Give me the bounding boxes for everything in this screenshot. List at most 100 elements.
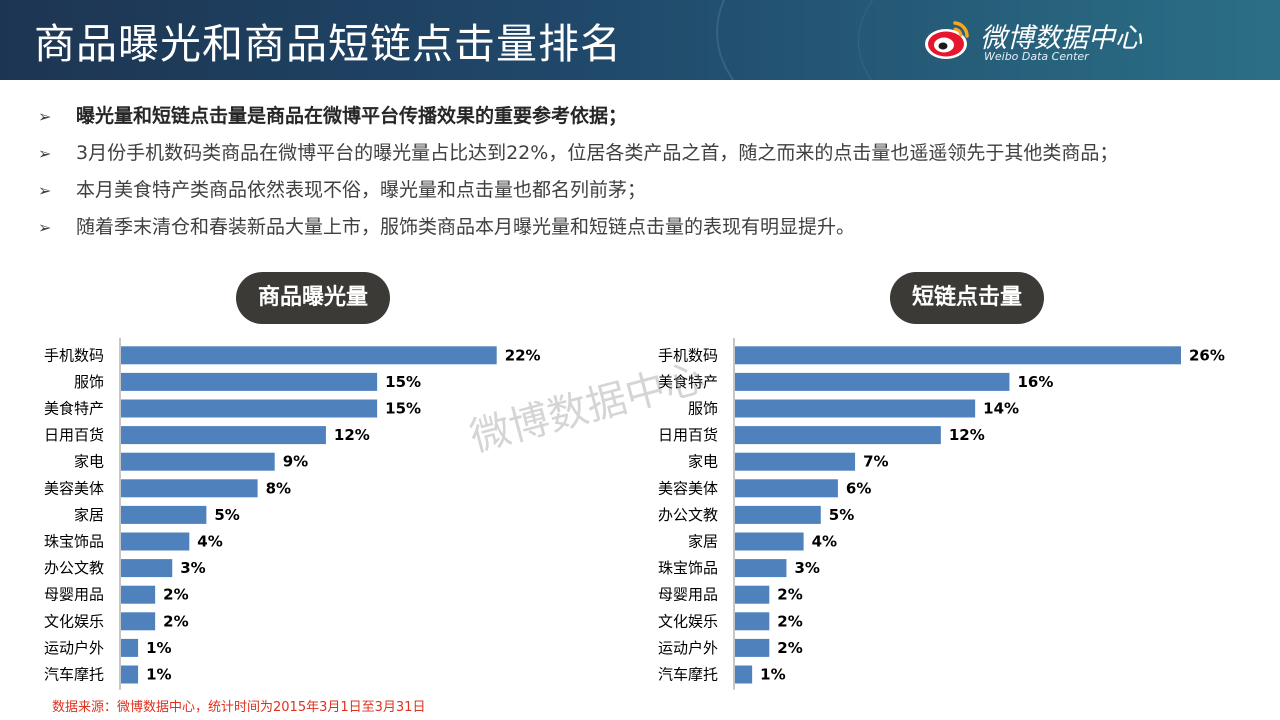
- category-label: 母婴用品: [658, 586, 718, 604]
- bar: [735, 399, 976, 418]
- weibo-data-center-logo: 微博数据中心 Weibo Data Center: [922, 14, 1262, 68]
- value-label: 2%: [163, 612, 188, 630]
- bar: [121, 479, 258, 498]
- category-label: 美食特产: [658, 373, 718, 391]
- category-label: 母婴用品: [44, 586, 104, 604]
- category-label: 运动户外: [658, 639, 718, 657]
- category-label: 家居: [74, 506, 104, 524]
- category-label: 美容美体: [658, 479, 718, 497]
- category-label: 运动户外: [44, 639, 104, 657]
- bar: [735, 452, 856, 471]
- value-label: 7%: [863, 453, 888, 471]
- click-chart: 短链点击量 手机数码 26% 美食特产 16% 服饰 14% 日用百货 12% 家电 7% 美容美体…: [620, 272, 1240, 692]
- value-label: 12%: [949, 426, 985, 444]
- bar: [121, 585, 156, 604]
- exposure-chart-title: 商品曝光量: [236, 272, 390, 324]
- header-bar: 商品曝光和商品短链点击量排名 微博数据中心 Weibo Data Center: [0, 0, 1280, 80]
- value-label: 1%: [760, 666, 785, 684]
- category-label: 珠宝饰品: [44, 533, 104, 551]
- bullet-text: 3月份手机数码类商品在微博平台的曝光量占比达到22%，位居各类产品之首，随之而来…: [76, 142, 1119, 164]
- value-label: 8%: [266, 479, 291, 497]
- value-label: 22%: [505, 346, 541, 364]
- category-label: 美食特产: [44, 400, 104, 418]
- bullet-item: ➢ 3月份手机数码类商品在微博平台的曝光量占比达到22%，位居各类产品之首，随之…: [38, 135, 1268, 172]
- bar: [735, 505, 821, 524]
- page-title: 商品曝光和商品短链点击量排名: [34, 20, 622, 68]
- bar: [121, 505, 207, 524]
- value-label: 15%: [385, 373, 421, 391]
- bar: [735, 559, 787, 578]
- click-chart-title: 短链点击量: [890, 272, 1044, 324]
- value-label: 9%: [283, 453, 308, 471]
- header-decoration: [716, 0, 1280, 80]
- category-label: 手机数码: [44, 346, 104, 364]
- bar: [735, 585, 770, 604]
- bar: [735, 426, 941, 445]
- bullet-item: ➢ 本月美食特产类商品依然表现不俗，曝光量和点击量也都名列前茅；: [38, 172, 1268, 209]
- category-label: 文化娱乐: [44, 612, 104, 630]
- bullet-item: ➢ 曝光量和短链点击量是商品在微博平台传播效果的重要参考依据；: [38, 98, 1268, 135]
- value-label: 12%: [334, 426, 370, 444]
- value-label: 1%: [146, 639, 171, 657]
- category-label: 家居: [688, 533, 718, 551]
- arrow-bullet-icon: ➢: [38, 107, 52, 126]
- value-label: 1%: [146, 666, 171, 684]
- category-label: 家电: [74, 453, 104, 471]
- category-label: 珠宝饰品: [658, 559, 718, 577]
- exposure-bar-chart: 手机数码 22% 服饰 15% 美食特产 15% 日用百货 12% 家电 9% 美容美体 8% 家居 5%…: [44, 338, 541, 690]
- bar: [121, 638, 139, 657]
- bar: [735, 479, 838, 498]
- value-label: 16%: [1017, 373, 1053, 391]
- category-label: 汽车摩托: [44, 666, 104, 684]
- data-source-note: 数据来源：微博数据中心，统计时间为2015年3月1日至3月31日: [52, 700, 426, 715]
- bar: [121, 399, 378, 418]
- category-label: 办公文教: [44, 559, 104, 577]
- category-label: 办公文教: [658, 506, 718, 524]
- bar: [735, 532, 804, 551]
- bar: [735, 638, 770, 657]
- value-label: 15%: [385, 400, 421, 418]
- category-label: 服饰: [688, 400, 718, 418]
- value-label: 2%: [777, 612, 802, 630]
- bar: [735, 372, 1010, 391]
- arrow-bullet-icon: ➢: [38, 181, 52, 200]
- bar: [121, 372, 378, 391]
- bar: [735, 665, 753, 684]
- bullet-item: ➢ 随着季末清仓和春装新品大量上市，服饰类商品本月曝光量和短链点击量的表现有明显…: [38, 209, 1268, 246]
- arrow-bullet-icon: ➢: [38, 144, 52, 163]
- category-label: 服饰: [74, 373, 104, 391]
- weibo-logo-icon: [925, 21, 969, 59]
- header-decoration: [858, 0, 1280, 80]
- exposure-chart: 商品曝光量 手机数码 22% 服饰 15% 美食特产 15% 日用百货 12% 家电 9% 美容美体…: [0, 272, 620, 692]
- bar: [121, 559, 173, 578]
- value-label: 5%: [214, 506, 239, 524]
- value-label: 14%: [983, 400, 1019, 418]
- bar: [121, 452, 275, 471]
- value-label: 3%: [794, 559, 819, 577]
- bar: [121, 665, 139, 684]
- logo-subtext: Weibo Data Center: [984, 50, 1089, 63]
- value-label: 4%: [197, 533, 222, 551]
- value-label: 5%: [829, 506, 854, 524]
- arrow-bullet-icon: ➢: [38, 218, 52, 237]
- value-label: 26%: [1189, 346, 1225, 364]
- bullet-text: 曝光量和短链点击量是商品在微博平台传播效果的重要参考依据；: [76, 105, 628, 127]
- bullet-text: 本月美食特产类商品依然表现不俗，曝光量和点击量也都名列前茅；: [76, 179, 647, 201]
- value-label: 6%: [846, 479, 871, 497]
- category-label: 日用百货: [658, 426, 718, 444]
- category-label: 家电: [688, 453, 718, 471]
- logo-text: 微博数据中心: [980, 23, 1142, 54]
- category-label: 美容美体: [44, 479, 104, 497]
- bar: [121, 612, 156, 631]
- click-bar-chart: 手机数码 26% 美食特产 16% 服饰 14% 日用百货 12% 家电 7% 美容美体 6% 办公文教…: [658, 338, 1225, 690]
- bar: [735, 612, 770, 631]
- value-label: 2%: [163, 586, 188, 604]
- category-label: 手机数码: [658, 346, 718, 364]
- bar: [121, 346, 497, 365]
- bar: [735, 346, 1181, 365]
- bar: [121, 532, 190, 551]
- value-label: 2%: [777, 639, 802, 657]
- bullet-text: 随着季末清仓和春装新品大量上市，服饰类商品本月曝光量和短链点击量的表现有明显提升…: [76, 216, 856, 238]
- bar: [121, 426, 326, 445]
- value-label: 2%: [777, 586, 802, 604]
